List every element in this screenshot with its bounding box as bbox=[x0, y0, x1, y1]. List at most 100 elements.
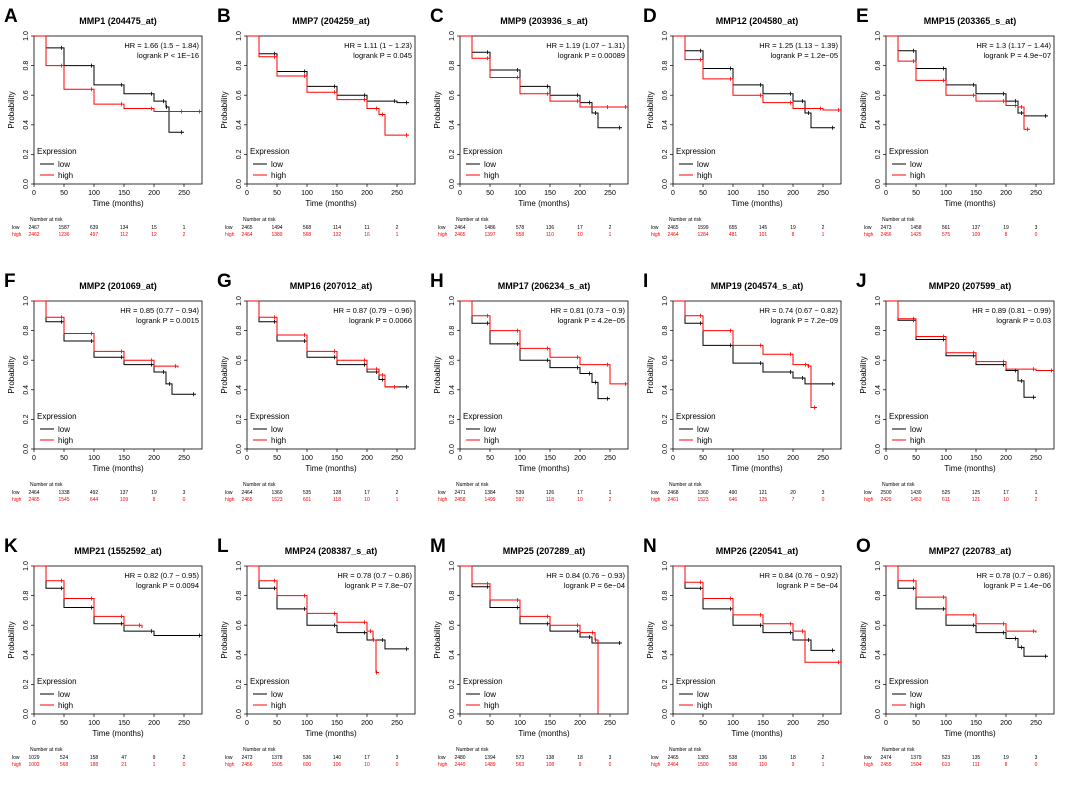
risk-cell-high: 0 bbox=[1035, 232, 1038, 238]
legend-label-low: low bbox=[910, 160, 922, 169]
legend-label-low: low bbox=[271, 425, 283, 434]
y-tick-label: 0.6 bbox=[662, 355, 669, 365]
y-tick-label: 0.2 bbox=[23, 414, 30, 424]
x-tick-label: 200 bbox=[361, 720, 373, 727]
panel-letter: B bbox=[217, 6, 231, 27]
risk-cell-low: 137 bbox=[120, 490, 129, 496]
risk-cell-low: 568 bbox=[303, 225, 312, 231]
risk-cell-high: 2 bbox=[1035, 497, 1038, 503]
y-tick-label: 0.8 bbox=[23, 61, 30, 71]
risk-cell-low: 19 bbox=[1003, 755, 1009, 761]
risk-cell-high: 10 bbox=[364, 762, 370, 768]
risk-cell-high: 600 bbox=[303, 762, 312, 768]
y-axis-label: Probability bbox=[433, 91, 442, 128]
x-tick-label: 0 bbox=[32, 720, 36, 727]
panel-letter: M bbox=[430, 536, 446, 557]
risk-cell-low: 2500 bbox=[880, 490, 891, 496]
x-tick-label: 250 bbox=[1030, 720, 1042, 727]
risk-row-label-high: high bbox=[438, 232, 448, 238]
x-axis-label: Time (months) bbox=[518, 199, 570, 208]
x-tick-label: 100 bbox=[727, 720, 739, 727]
risk-cell-high: 2456 bbox=[241, 762, 252, 768]
x-tick-label: 200 bbox=[361, 190, 373, 197]
x-axis-label: Time (months) bbox=[944, 729, 996, 738]
legend-title: Expression bbox=[889, 677, 929, 686]
km-panel-k: K MMP21 (1552592_at) 0.0 0.2 0.4 0.6 0.8 1.0 0 50… bbox=[0, 530, 213, 795]
km-panel-j: J MMP20 (207599_at) 0.0 0.2 0.4 0.6 0.8 1.0 0 50 1… bbox=[852, 265, 1065, 530]
km-curve-high bbox=[673, 300, 817, 409]
y-tick-label: 0.8 bbox=[662, 591, 669, 601]
risk-table-title: Number at risk bbox=[243, 217, 276, 223]
risk-table-title: Number at risk bbox=[243, 747, 276, 753]
risk-cell-low: 1360 bbox=[271, 490, 282, 496]
hr-annotation: HR = 0.78 (0.7 − 0.86) bbox=[976, 571, 1051, 580]
legend-title: Expression bbox=[889, 412, 929, 421]
y-tick-label: 0.0 bbox=[875, 709, 882, 719]
chart-title: MMP2 (201069_at) bbox=[79, 281, 157, 291]
x-tick-label: 150 bbox=[544, 720, 556, 727]
chart-title: MMP21 (1552592_at) bbox=[74, 546, 162, 556]
y-tick-label: 0.6 bbox=[662, 90, 669, 100]
risk-cell-high: 7 bbox=[792, 497, 795, 503]
risk-cell-low: 137 bbox=[972, 225, 981, 231]
logrank-annotation: logrank P = 0.0094 bbox=[136, 581, 199, 590]
logrank-annotation: logrank P < 1E−16 bbox=[137, 51, 199, 60]
chart-title: MMP16 (207012_at) bbox=[290, 281, 373, 291]
x-axis-label: Time (months) bbox=[92, 199, 144, 208]
x-tick-label: 200 bbox=[574, 720, 586, 727]
km-panel-b: B MMP7 (204259_at) 0.0 0.2 0.4 0.6 0.8 1.0 0 50 10… bbox=[213, 0, 426, 265]
legend-title: Expression bbox=[463, 147, 503, 156]
plot-frame bbox=[33, 300, 203, 450]
risk-cell-low: 121 bbox=[759, 490, 768, 496]
risk-cell-high: 125 bbox=[759, 497, 768, 503]
risk-cell-low: 2 bbox=[822, 755, 825, 761]
x-axis-label: Time (months) bbox=[731, 199, 783, 208]
risk-cell-low: 136 bbox=[546, 225, 555, 231]
x-tick-label: 200 bbox=[148, 190, 160, 197]
risk-cell-high: 1523 bbox=[697, 497, 708, 503]
y-axis-label: Probability bbox=[859, 356, 868, 393]
y-tick-label: 0.4 bbox=[236, 385, 243, 395]
risk-cell-high: 101 bbox=[759, 232, 768, 238]
panel-letter: J bbox=[856, 271, 867, 292]
km-curve-high bbox=[886, 35, 1030, 130]
risk-cell-high: 481 bbox=[729, 232, 738, 238]
risk-cell-high: 110 bbox=[546, 232, 554, 238]
km-chart-svg: M MMP25 (207289_at) 0.0 0.2 0.4 0.6 0.8 1.0 0 50 1… bbox=[430, 536, 629, 768]
risk-cell-high: 2465 bbox=[241, 497, 252, 503]
y-axis-label: Probability bbox=[859, 621, 868, 658]
y-axis-label: Probability bbox=[7, 91, 16, 128]
legend-title: Expression bbox=[889, 147, 929, 156]
km-panel-o: O MMP27 (220783_at) 0.0 0.2 0.4 0.6 0.8 1.0 0 50 1… bbox=[852, 530, 1065, 795]
risk-cell-low: 18 bbox=[577, 755, 583, 761]
risk-cell-low: 639 bbox=[90, 225, 99, 231]
km-panel-m: M MMP25 (207289_at) 0.0 0.2 0.4 0.6 0.8 1.0 0 50 1… bbox=[426, 530, 639, 795]
risk-cell-low: 1384 bbox=[484, 490, 495, 496]
plot-frame bbox=[246, 565, 416, 715]
x-tick-label: 0 bbox=[32, 455, 36, 462]
km-chart-svg: B MMP7 (204259_at) 0.0 0.2 0.4 0.6 0.8 1.0 0 50 10… bbox=[217, 6, 416, 238]
y-tick-label: 0.4 bbox=[23, 650, 30, 660]
risk-cell-high: 568 bbox=[60, 762, 69, 768]
risk-cell-high: 2 bbox=[183, 232, 186, 238]
km-panel-f: F MMP2 (201069_at) 0.0 0.2 0.4 0.6 0.8 1.0 0 50 10… bbox=[0, 265, 213, 530]
risk-cell-high: 10 bbox=[1003, 497, 1009, 503]
risk-cell-high: 1003 bbox=[28, 762, 39, 768]
risk-row-label-high: high bbox=[651, 762, 661, 768]
km-curve-low bbox=[886, 565, 1048, 657]
risk-cell-low: 535 bbox=[303, 490, 312, 496]
hr-annotation: HR = 0.87 (0.79 − 0.96) bbox=[333, 306, 412, 315]
x-tick-label: 0 bbox=[884, 455, 888, 462]
y-tick-label: 0.2 bbox=[875, 149, 882, 159]
x-tick-label: 150 bbox=[331, 720, 343, 727]
y-tick-label: 0.4 bbox=[662, 650, 669, 660]
y-axis-label: Probability bbox=[220, 91, 229, 128]
x-tick-label: 250 bbox=[817, 455, 829, 462]
km-panel-e: E MMP15 (203365_s_at) 0.0 0.2 0.4 0.6 0.8 1.0 0 5… bbox=[852, 0, 1065, 265]
risk-cell-high: 1500 bbox=[697, 762, 708, 768]
risk-cell-high: 21 bbox=[121, 762, 127, 768]
x-tick-label: 200 bbox=[787, 455, 799, 462]
y-tick-label: 0.4 bbox=[23, 120, 30, 130]
risk-cell-high: 109 bbox=[120, 497, 129, 503]
risk-cell-high: 646 bbox=[729, 497, 738, 503]
